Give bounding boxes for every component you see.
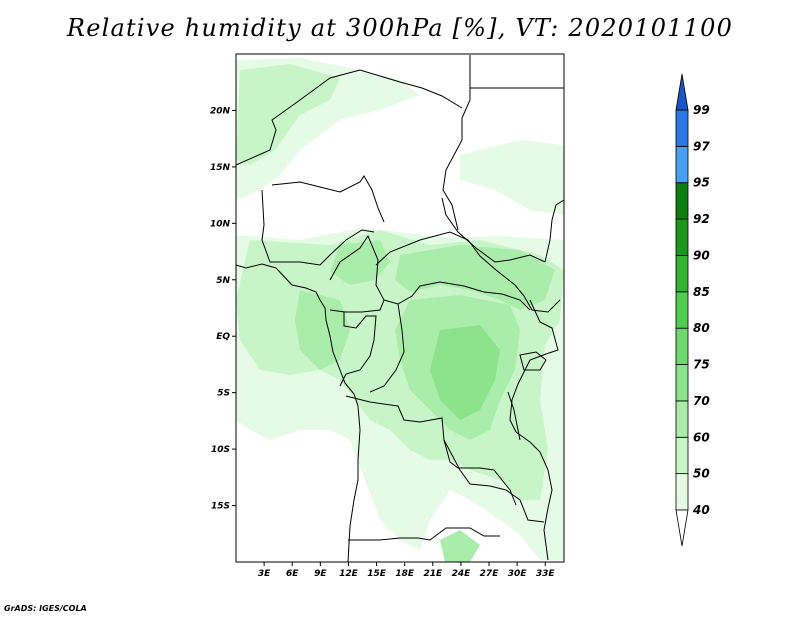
colorbar-label: 40 [692,503,710,517]
colorbar-bottom-arrow [675,509,689,547]
humidity-region-south [440,530,480,562]
colorbar-label: 99 [693,103,710,117]
colorbar-label: 80 [693,321,710,335]
colorbar-segment [675,291,689,329]
lon-tick-label: 30E [508,569,528,579]
lon-tick-label: 24E [452,569,472,579]
lon-tick-label: 33E [536,569,556,579]
lon-tick-label: 27E [480,569,500,579]
colorbar-label: 92 [693,212,710,226]
colorbar-segment [675,473,689,511]
border-tanzania [515,431,553,561]
latitude-axis: 20N 15N 10N 5N EQ 5S 10S 15S [210,106,236,512]
border-drc-west [369,303,405,393]
lat-tick-label: 20N [210,106,231,116]
coastline-west [235,263,361,563]
lat-tick-label: 15N [210,163,231,173]
border-zambia [443,439,545,523]
colorbar-label: 97 [693,139,710,153]
border-cameroon [329,234,385,313]
lat-tick-label: 5N [216,276,230,286]
grads-credit: GrADS: IGES/COLA [4,604,87,613]
lat-tick-label: 10S [211,445,230,455]
border-niger-chad [271,175,385,223]
lon-tick-label: 9E [314,569,327,579]
colorbar-label: 75 [693,358,710,372]
humidity-region-northeast [460,140,564,215]
colorbar-segment [675,145,689,184]
lon-tick-label: 3E [258,569,271,579]
lat-tick-label: 5S [217,389,230,399]
colorbar-segment [675,364,689,402]
colorbar-segment [675,436,689,475]
country-borders [235,55,565,563]
lon-tick-label: 12E [339,569,359,579]
colorbar-label: 90 [693,248,710,262]
colorbar-label: 70 [693,394,710,408]
colorbar-segment [675,400,689,438]
border-sudan [441,197,546,263]
border-congo-west [339,312,377,387]
colorbar-segment [675,327,689,365]
humidity-region-gabon [295,290,350,370]
colorbar-label: 60 [693,430,710,444]
map-frame [235,53,565,563]
humidity-region-congo-core [430,325,500,420]
colorbar: 40 50 60 70 75 80 85 90 92 95 97 99 [675,73,710,547]
border-sahel [235,69,463,166]
border-angola-south [348,527,500,541]
colorbar-segment [675,109,689,147]
border-car [375,231,525,297]
border-uganda [523,295,561,313]
lake-victoria [519,351,547,371]
lake-tanganyika [507,391,521,441]
colorbar-top-arrow [675,73,689,111]
humidity-region-car [395,245,555,310]
map-title: Relative humidity at 300hPa [%], VT: 202… [66,14,734,42]
lon-tick-label: 21E [423,569,443,579]
humidity-region-cameroon [330,240,390,285]
border-ethiopia [544,199,565,263]
colorbar-label: 50 [693,467,710,481]
colorbar-label: 95 [693,176,710,190]
lon-tick-label: 18E [395,569,415,579]
lat-tick-label: 10N [210,219,231,229]
border-congo [383,281,531,311]
lon-tick-label: 15E [367,569,387,579]
colorbar-label: 85 [693,285,710,299]
border-east-africa [509,299,559,433]
colorbar-segment [675,255,689,293]
colorbar-segment [675,218,689,256]
lat-tick-label: 15S [211,502,230,512]
colorbar-segment [675,182,689,220]
border-nigeria [261,189,375,266]
lon-tick-label: 6E [286,569,299,579]
humidity-field [236,58,564,562]
lat-tick-label: EQ [216,332,230,342]
longitude-axis: 3E 6E 9E 12E 15E 18E 21E 24E 27E 30E 33E [258,562,556,579]
coastline-east-top [442,55,471,231]
